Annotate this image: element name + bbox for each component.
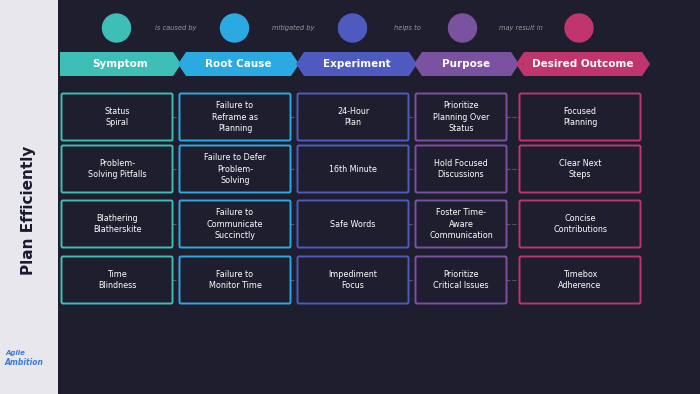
Text: Failure to
Communicate
Succinctly: Failure to Communicate Succinctly xyxy=(206,208,263,240)
Text: Safe Words: Safe Words xyxy=(330,219,376,229)
Text: Purpose: Purpose xyxy=(442,59,491,69)
FancyBboxPatch shape xyxy=(519,201,640,247)
Text: Prioritize
Planning Over
Status: Prioritize Planning Over Status xyxy=(433,101,489,133)
Text: Failure to
Monitor Time: Failure to Monitor Time xyxy=(209,270,261,290)
Circle shape xyxy=(102,14,130,42)
FancyBboxPatch shape xyxy=(416,256,507,303)
Text: Blathering
Blatherskite: Blathering Blatherskite xyxy=(92,214,141,234)
Text: Root Cause: Root Cause xyxy=(205,59,272,69)
Text: Symptom: Symptom xyxy=(92,59,148,69)
Text: Plan Efficiently: Plan Efficiently xyxy=(22,145,36,275)
Text: Ambition: Ambition xyxy=(5,358,44,367)
Text: Failure to Defer
Problem-
Solving: Failure to Defer Problem- Solving xyxy=(204,153,266,185)
Polygon shape xyxy=(178,52,299,76)
FancyBboxPatch shape xyxy=(179,201,290,247)
FancyBboxPatch shape xyxy=(298,256,409,303)
Text: helps to: helps to xyxy=(394,25,421,31)
Text: Agile: Agile xyxy=(5,350,25,356)
Text: Status
Spiral: Status Spiral xyxy=(104,107,130,127)
Circle shape xyxy=(449,14,477,42)
Text: Desired Outcome: Desired Outcome xyxy=(532,59,634,69)
FancyBboxPatch shape xyxy=(298,93,409,141)
Text: Concise
Contributions: Concise Contributions xyxy=(553,214,607,234)
Text: Problem-
Solving Pitfalls: Problem- Solving Pitfalls xyxy=(88,159,146,179)
Circle shape xyxy=(565,14,593,42)
FancyBboxPatch shape xyxy=(519,145,640,193)
FancyBboxPatch shape xyxy=(62,256,172,303)
Text: Foster Time-
Aware
Communication: Foster Time- Aware Communication xyxy=(429,208,493,240)
Text: Experiment: Experiment xyxy=(323,59,391,69)
Polygon shape xyxy=(296,52,417,76)
FancyBboxPatch shape xyxy=(179,256,290,303)
FancyBboxPatch shape xyxy=(416,201,507,247)
FancyBboxPatch shape xyxy=(519,93,640,141)
Text: may result in: may result in xyxy=(499,25,542,31)
FancyBboxPatch shape xyxy=(179,93,290,141)
Circle shape xyxy=(220,14,248,42)
FancyBboxPatch shape xyxy=(416,145,507,193)
Text: Hold Focused
Discussions: Hold Focused Discussions xyxy=(434,159,488,179)
Text: Impediment
Focus: Impediment Focus xyxy=(328,270,377,290)
Polygon shape xyxy=(516,52,650,76)
Text: 24-Hour
Plan: 24-Hour Plan xyxy=(337,107,369,127)
Text: Failure to
Reframe as
Planning: Failure to Reframe as Planning xyxy=(212,101,258,133)
FancyBboxPatch shape xyxy=(519,256,640,303)
Circle shape xyxy=(339,14,367,42)
Text: Time
Blindness: Time Blindness xyxy=(98,270,136,290)
Polygon shape xyxy=(414,52,519,76)
FancyBboxPatch shape xyxy=(298,201,409,247)
Text: Focused
Planning: Focused Planning xyxy=(563,107,597,127)
Text: Clear Next
Steps: Clear Next Steps xyxy=(559,159,601,179)
Polygon shape xyxy=(60,52,181,76)
FancyBboxPatch shape xyxy=(416,93,507,141)
FancyBboxPatch shape xyxy=(62,93,172,141)
FancyBboxPatch shape xyxy=(298,145,409,193)
Text: 16th Minute: 16th Minute xyxy=(329,165,377,173)
Text: mitigated by: mitigated by xyxy=(272,25,315,31)
Text: Prioritize
Critical Issues: Prioritize Critical Issues xyxy=(433,270,489,290)
FancyBboxPatch shape xyxy=(62,145,172,193)
Text: Timebox
Adherence: Timebox Adherence xyxy=(559,270,601,290)
FancyBboxPatch shape xyxy=(179,145,290,193)
Polygon shape xyxy=(0,0,58,394)
FancyBboxPatch shape xyxy=(62,201,172,247)
Text: is caused by: is caused by xyxy=(155,25,196,31)
